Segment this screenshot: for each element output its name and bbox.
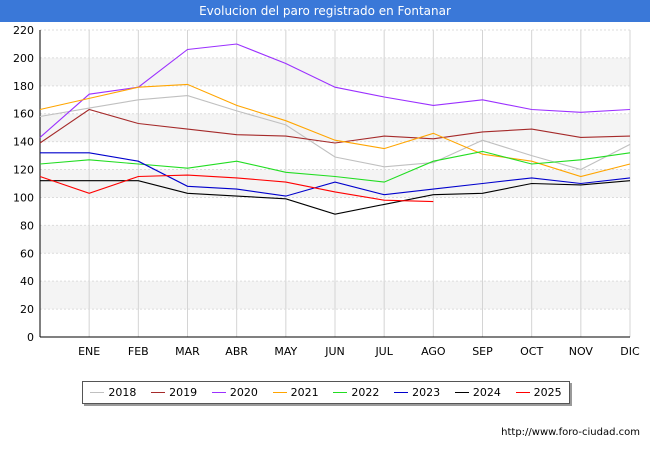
- x-tick-label: AGO: [421, 345, 446, 358]
- x-tick-label: DIC: [620, 345, 640, 358]
- y-tick-label: 60: [20, 247, 34, 260]
- y-tick-label: 220: [13, 24, 34, 37]
- chart-title: Evolucion del paro registrado en Fontana…: [0, 0, 650, 22]
- y-tick-labels: 0 20 40 60 80 100 120 140 160 180 200 220: [13, 24, 34, 344]
- x-tick-label: JUL: [374, 345, 393, 358]
- legend-swatch: [90, 392, 105, 393]
- y-tick-label: 160: [13, 108, 34, 121]
- x-tick-label: MAY: [274, 345, 297, 358]
- y-tick-label: 120: [13, 164, 34, 177]
- y-tick-label: 200: [13, 52, 34, 65]
- legend-label: 2020: [229, 386, 258, 399]
- x-tick-label: NOV: [569, 345, 594, 358]
- legend: 2018 2019 2020 2021 2022 2023 2024 2025: [82, 381, 570, 404]
- y-tick-label: 100: [13, 191, 34, 204]
- legend-label: 2019: [169, 386, 198, 399]
- legend-item-2022: 2022: [331, 386, 381, 399]
- series-line-2023: [40, 152, 631, 197]
- series-line-2024: [40, 180, 631, 215]
- legend-label: 2023: [412, 386, 441, 399]
- series-line-2018: [39, 95, 631, 171]
- source-url: http://www.foro-ciudad.com: [501, 427, 640, 438]
- series-lines: [39, 43, 631, 215]
- legend-item-2020: 2020: [210, 386, 260, 399]
- series-line-2019: [39, 108, 631, 144]
- y-tick-label: 80: [20, 219, 34, 232]
- y-tick-label: 180: [13, 80, 34, 93]
- legend-label: 2021: [290, 386, 319, 399]
- series-line-2022: [39, 150, 631, 183]
- x-tick-label: SEP: [472, 345, 493, 358]
- legend-item-2018: 2018: [88, 386, 138, 399]
- legend-swatch: [151, 392, 166, 393]
- x-tick-labels: ENE FEB MAR ABR MAY JUN JUL AGO SEP OCT NOV DIC: [78, 345, 640, 358]
- x-tick-label: ABR: [225, 345, 248, 358]
- legend-item-2023: 2023: [392, 386, 442, 399]
- x-tick-label: ENE: [78, 345, 100, 358]
- legend-item-2019: 2019: [149, 386, 199, 399]
- legend-swatch: [394, 392, 409, 393]
- legend-swatch: [454, 392, 469, 393]
- series-line-2025: [39, 174, 434, 203]
- x-tick-label: OCT: [520, 345, 543, 358]
- x-tick-label: MAR: [175, 345, 200, 358]
- x-tick-label: JUN: [324, 345, 345, 358]
- legend-item-2024: 2024: [453, 386, 503, 399]
- y-tick-label: 40: [20, 275, 34, 288]
- y-tick-label: 20: [20, 303, 34, 316]
- legend-swatch: [211, 392, 226, 393]
- legend-swatch: [333, 392, 348, 393]
- y-tick-label: 140: [13, 136, 34, 149]
- x-tick-label: FEB: [128, 345, 149, 358]
- legend-swatch: [515, 392, 530, 393]
- legend-label: 2018: [108, 386, 137, 399]
- y-tick-label: 0: [27, 331, 34, 344]
- legend-label: 2022: [351, 386, 380, 399]
- vertical-gridlines: [88, 30, 631, 337]
- legend-swatch: [272, 392, 287, 393]
- axes: [39, 30, 630, 338]
- legend-label: 2024: [472, 386, 501, 399]
- legend-label: 2025: [533, 386, 562, 399]
- legend-item-2025: 2025: [514, 386, 564, 399]
- series-line-2021: [39, 83, 631, 178]
- legend-item-2021: 2021: [271, 386, 321, 399]
